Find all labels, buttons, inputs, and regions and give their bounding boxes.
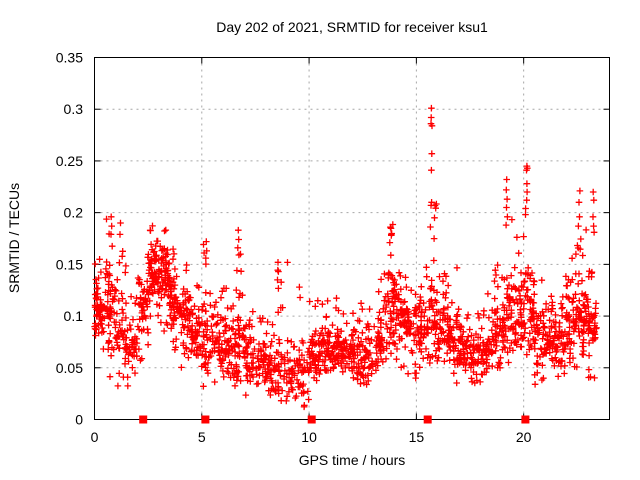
svg-text:0.35: 0.35	[56, 50, 83, 66]
svg-text:10: 10	[301, 429, 317, 445]
svg-text:0.15: 0.15	[56, 256, 83, 272]
axis-ticks	[94, 57, 610, 420]
svg-text:5: 5	[198, 429, 206, 445]
svg-text:0: 0	[75, 412, 83, 428]
y-axis-label: SRMTID / TECUs	[6, 182, 22, 294]
svg-text:0.05: 0.05	[56, 360, 83, 376]
svg-text:20: 20	[516, 429, 532, 445]
svg-text:0.1: 0.1	[64, 308, 84, 324]
svg-text:0: 0	[91, 429, 99, 445]
y-tick-labels: 0 0.05 0.1 0.15 0.2 0.25 0.3 0.35	[56, 50, 83, 428]
plot-border	[94, 57, 610, 420]
svg-text:0.25: 0.25	[56, 153, 83, 169]
x-axis-label: GPS time / hours	[298, 452, 406, 468]
x-tick-labels: 0 5 10 15 20	[91, 429, 532, 445]
svg-text:15: 15	[409, 429, 425, 445]
svg-text:0.2: 0.2	[64, 205, 84, 221]
svg-text:0.3: 0.3	[64, 101, 84, 117]
scatter-points	[91, 104, 600, 411]
zero-value-markers	[139, 415, 530, 424]
chart-title: Day 202 of 2021, SRMTID for receiver ksu…	[216, 19, 488, 35]
